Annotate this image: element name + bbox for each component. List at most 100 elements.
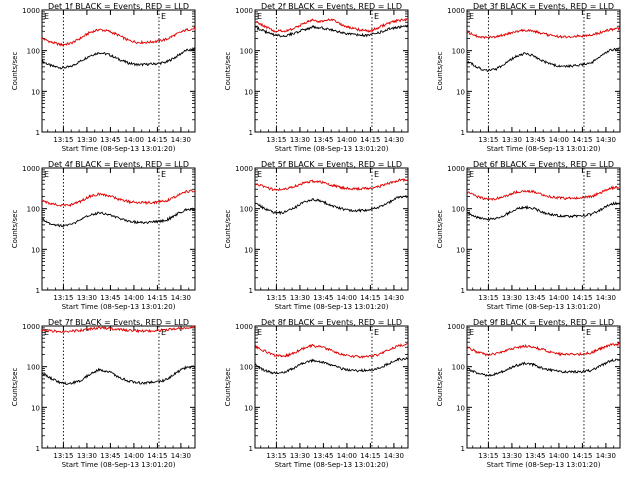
y-tick-label: 1000: [235, 165, 253, 173]
x-axis-label: Start Time (08-Sep-13 13:01:20): [275, 461, 389, 469]
series-events-line: [41, 207, 196, 228]
x-tick-label: 14:30: [596, 294, 616, 302]
panel-title: Det 7f BLACK = Events, RED = LLD: [48, 318, 189, 327]
panel-title: Det 5f BLACK = Events, RED = LLD: [261, 160, 402, 169]
x-tick-label: 13:15: [53, 452, 73, 460]
series-events-line: [41, 46, 196, 70]
x-tick-label: 14:15: [572, 294, 592, 302]
series-events-line: [254, 24, 409, 38]
y-tick-label: 100: [27, 364, 40, 372]
x-axis-label: Start Time (08-Sep-13 13:01:20): [62, 461, 176, 469]
x-tick-label: 14:00: [124, 452, 144, 460]
series-lld-line: [41, 189, 196, 207]
y-tick-label: 100: [27, 206, 40, 214]
x-tick-label: 14:00: [337, 452, 357, 460]
x-tick-label: 13:30: [77, 136, 97, 144]
x-tick-label: 13:15: [478, 136, 498, 144]
flag-label: E: [586, 328, 591, 337]
y-tick-label: 1: [36, 445, 40, 453]
x-tick-label: 13:45: [525, 452, 545, 460]
x-tick-label: 14:30: [596, 136, 616, 144]
x-tick-label: 14:15: [360, 452, 380, 460]
x-tick-label: 13:30: [502, 294, 522, 302]
series-lld-line: [41, 325, 196, 334]
y-tick-label: 1000: [22, 323, 40, 331]
series-lld-line: [254, 18, 409, 33]
y-tick-label: 1000: [447, 323, 465, 331]
x-tick-label: 14:15: [147, 136, 167, 144]
panel-title: Det 9f BLACK = Events, RED = LLD: [473, 318, 614, 327]
x-tick-label: 14:15: [360, 136, 380, 144]
x-tick-label: 13:45: [525, 136, 545, 144]
y-tick-label: 100: [452, 206, 465, 214]
flag-label: E: [44, 328, 49, 337]
y-tick-label: 1: [36, 287, 40, 295]
panel-det-4: Det 4f BLACK = Events, RED = LLD 1 10 100 10…: [11, 160, 196, 311]
axes-frame: [41, 9, 196, 133]
y-axis-label: Counts/sec: [224, 52, 232, 91]
y-tick-label: 1000: [447, 165, 465, 173]
x-tick-label: 13:15: [53, 294, 73, 302]
x-axis-label: Start Time (08-Sep-13 13:01:20): [275, 145, 389, 153]
flag-label: E: [469, 12, 474, 21]
x-tick-label: 14:15: [360, 294, 380, 302]
x-tick-label: 13:45: [100, 136, 120, 144]
y-tick-label: 1: [249, 445, 253, 453]
panel-det-1: Det 1f BLACK = Events, RED = LLD 1 10 100 10…: [11, 2, 196, 153]
y-tick-label: 100: [240, 206, 253, 214]
x-tick-label: 13:30: [502, 136, 522, 144]
y-axis-label: Counts/sec: [224, 368, 232, 407]
y-tick-label: 10: [244, 246, 253, 254]
x-tick-label: 14:00: [549, 294, 569, 302]
panel-title: Det 4f BLACK = Events, RED = LLD: [48, 160, 189, 169]
x-tick-label: 14:00: [124, 294, 144, 302]
panel-det-8: Det 8f BLACK = Events, RED = LLD 1 10 100 10…: [224, 318, 409, 469]
series-events-line: [254, 194, 408, 216]
flag-label: E: [469, 170, 474, 179]
x-axis-label: Start Time (08-Sep-13 13:01:20): [275, 303, 389, 311]
y-axis-label: Counts/sec: [11, 210, 19, 249]
y-tick-label: 1000: [447, 7, 465, 15]
x-tick-label: 13:30: [290, 294, 310, 302]
x-axis-label: Start Time (08-Sep-13 13:01:20): [62, 303, 176, 311]
series-lld-line: [254, 178, 409, 192]
flag-label: E: [374, 12, 379, 21]
x-tick-label: 13:15: [266, 452, 286, 460]
x-tick-label: 14:00: [337, 136, 357, 144]
flag-label: E: [161, 328, 166, 337]
flag-label: E: [161, 170, 166, 179]
series-events-line: [254, 356, 409, 375]
y-tick-label: 1000: [22, 7, 40, 15]
y-tick-label: 100: [452, 48, 465, 56]
series-events-line: [466, 201, 621, 222]
series-lld-line: [466, 185, 621, 201]
x-tick-label: 13:30: [502, 452, 522, 460]
y-tick-label: 10: [31, 246, 40, 254]
panel-det-9: Det 9f BLACK = Events, RED = LLD 1 10 100 10…: [436, 318, 621, 469]
axes-frame: [41, 325, 196, 449]
axes-frame: [254, 325, 409, 449]
x-tick-label: 14:30: [171, 136, 191, 144]
flag-label: E: [257, 328, 262, 337]
panel-det-5: Det 5f BLACK = Events, RED = LLD 1 10 100 10…: [224, 160, 409, 311]
axes-frame: [466, 167, 621, 291]
panel-title: Det 2f BLACK = Events, RED = LLD: [261, 2, 402, 11]
axes-frame: [41, 167, 196, 291]
flag-label: E: [586, 12, 591, 21]
flag-label: E: [257, 12, 262, 21]
y-tick-label: 1000: [22, 165, 40, 173]
series-lld-line: [41, 26, 196, 47]
y-tick-label: 100: [240, 48, 253, 56]
series-lld-line: [254, 343, 409, 359]
y-tick-label: 10: [31, 404, 40, 412]
axes-frame: [466, 325, 621, 449]
x-axis-label: Start Time (08-Sep-13 13:01:20): [487, 303, 601, 311]
panel-title: Det 6f BLACK = Events, RED = LLD: [473, 160, 614, 169]
x-tick-label: 14:00: [337, 294, 357, 302]
x-tick-label: 13:30: [77, 452, 97, 460]
y-axis-label: Counts/sec: [436, 368, 444, 407]
y-axis-label: Counts/sec: [11, 52, 19, 91]
flag-label: E: [44, 12, 49, 21]
axes-frame: [466, 9, 621, 133]
